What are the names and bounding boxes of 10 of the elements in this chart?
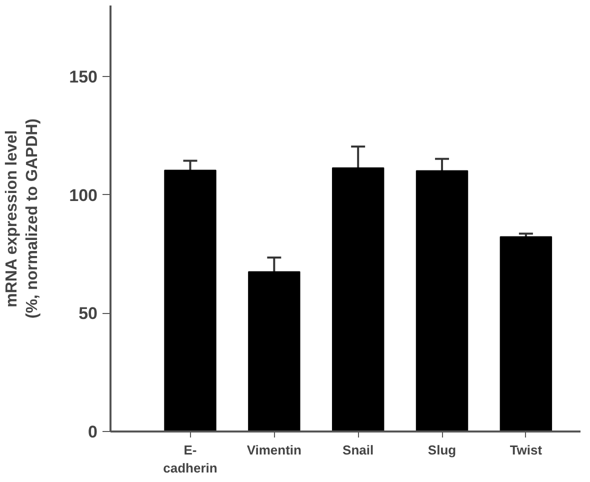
y-axis-title: mRNA expression level (%, normalized to GAPDH) — [4, 118, 42, 319]
x-tick-label: E-cadherin — [163, 442, 218, 476]
y-tick-label: 50 — [78, 304, 98, 324]
y-tick-label: 0 — [88, 422, 98, 442]
x-tick-label: Slug — [428, 442, 456, 458]
x-tick-label: Vimentin — [246, 442, 302, 458]
y-tick-label: 150 — [69, 68, 98, 86]
x-tick-label: Snail — [342, 442, 374, 458]
x-tick-label: Twist — [510, 442, 543, 458]
y-tick-label: 100 — [69, 186, 98, 205]
